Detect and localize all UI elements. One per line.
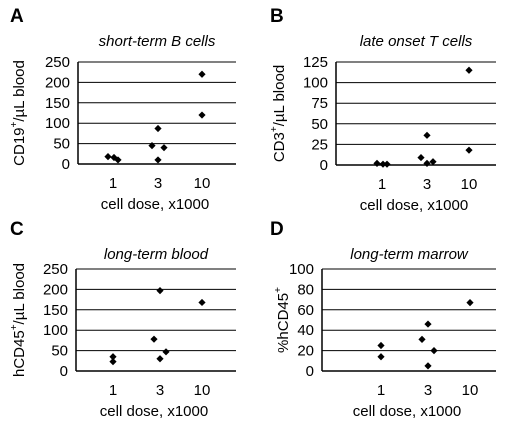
y-tick-label: 100	[45, 115, 70, 132]
data-point	[154, 124, 162, 133]
data-point	[379, 160, 387, 168]
y-tick-label: 200	[45, 74, 70, 91]
panel-label: D	[270, 219, 284, 240]
data-point	[104, 153, 112, 161]
y-axis-label: hCD45+/µL blood	[9, 263, 28, 377]
panel-label: C	[10, 219, 24, 240]
data-point	[465, 66, 473, 74]
data-point	[430, 347, 438, 355]
x-tick-label: 3	[154, 175, 162, 192]
data-point	[465, 146, 473, 154]
y-tick-label: 50	[53, 136, 70, 153]
data-point	[423, 131, 431, 139]
x-tick-label: 1	[377, 382, 385, 399]
data-point	[424, 320, 432, 328]
data-point	[377, 353, 385, 361]
data-point	[466, 299, 474, 307]
chart-title: long-term marrow	[350, 246, 469, 263]
x-tick-label: 10	[194, 382, 211, 399]
data-point	[109, 358, 117, 366]
y-tick-label: 150	[45, 95, 70, 112]
data-point	[198, 298, 206, 307]
data-point	[156, 287, 164, 295]
x-axis-label: cell dose, x1000	[360, 197, 468, 214]
data-point	[148, 142, 156, 150]
y-tick-label: 0	[60, 363, 68, 380]
y-tick-label: 20	[297, 343, 314, 360]
x-tick-label: 1	[109, 175, 117, 192]
data-point	[424, 362, 432, 370]
y-tick-label: 0	[62, 156, 70, 173]
panel-label: A	[10, 6, 24, 27]
data-point	[109, 353, 117, 361]
x-tick-label: 3	[156, 382, 164, 399]
y-tick-label: 150	[43, 302, 68, 319]
y-axis-label: CD3+/µL blood	[269, 65, 288, 162]
data-point	[377, 341, 385, 350]
y-tick-label: 100	[43, 322, 68, 339]
data-point	[154, 156, 162, 164]
y-tick-label: 125	[303, 54, 328, 71]
y-tick-label: 50	[311, 116, 328, 133]
y-tick-label: 0	[320, 157, 328, 174]
x-axis-label: cell dose, x1000	[353, 403, 461, 420]
data-point	[198, 111, 206, 119]
x-axis-label: cell dose, x1000	[101, 196, 209, 213]
x-tick-label: 10	[194, 175, 211, 192]
y-tick-label: 200	[43, 281, 68, 298]
y-tick-label: 75	[311, 95, 328, 112]
data-point	[160, 144, 168, 152]
y-tick-label: 40	[297, 322, 314, 339]
data-point	[150, 335, 158, 343]
y-tick-label: 250	[43, 261, 68, 278]
data-point	[429, 158, 437, 166]
data-point	[418, 335, 426, 343]
y-tick-label: 100	[303, 75, 328, 92]
y-tick-label: 250	[45, 54, 70, 71]
data-point	[198, 70, 206, 78]
y-tick-label: 50	[51, 343, 68, 360]
y-axis-label: CD19+/µL blood	[9, 60, 28, 166]
y-tick-label: 100	[289, 261, 314, 278]
chart-title: short-term B cells	[99, 33, 216, 50]
x-tick-label: 1	[378, 176, 386, 193]
y-tick-label: 25	[311, 136, 328, 153]
x-tick-label: 3	[424, 382, 432, 399]
y-tick-label: 60	[297, 302, 314, 319]
x-tick-label: 10	[462, 382, 479, 399]
y-tick-label: 0	[306, 363, 314, 380]
data-point	[423, 159, 431, 167]
panel-label: B	[270, 6, 284, 27]
y-axis-label: %hCD45+	[273, 287, 292, 353]
data-point	[383, 160, 391, 168]
x-tick-label: 3	[423, 176, 431, 193]
data-point	[417, 153, 425, 162]
x-tick-label: 10	[461, 176, 478, 193]
y-tick-label: 80	[297, 281, 314, 298]
data-point	[373, 159, 381, 167]
x-tick-label: 1	[109, 382, 117, 399]
data-point	[110, 153, 118, 162]
data-point	[162, 348, 170, 356]
chart-title: long-term blood	[104, 246, 209, 263]
data-point	[156, 355, 164, 363]
chart-title: late onset T cells	[360, 33, 473, 50]
x-axis-label: cell dose, x1000	[100, 403, 208, 420]
